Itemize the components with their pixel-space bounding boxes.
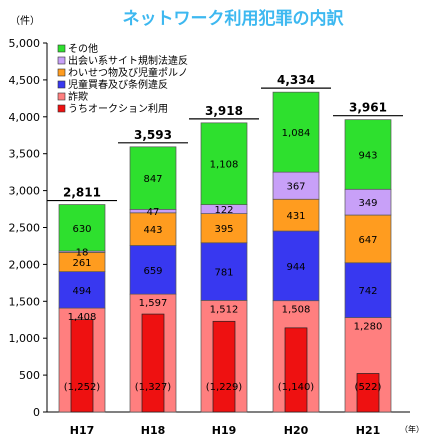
bar-segment (344, 214, 392, 264)
data-label: 1,280 (354, 322, 383, 333)
data-label: 1,084 (282, 128, 311, 139)
overlay-label: (1,327) (135, 382, 172, 393)
y-tick-label: 3,000 (9, 185, 41, 198)
data-label: 647 (358, 235, 377, 246)
legend-label: 児童買春及び条例違反 (68, 78, 168, 91)
data-label: 395 (214, 224, 233, 235)
y-tick-label: 4,500 (9, 74, 41, 87)
total-label: 3,961 (349, 101, 387, 115)
data-label: 944 (286, 262, 305, 273)
data-label: 367 (286, 182, 305, 193)
data-label: 1,597 (139, 298, 168, 309)
bar-segment (58, 271, 106, 309)
legend-label: 出会い系サイト規制法違反 (68, 54, 188, 67)
y-tick-label: 4,000 (9, 111, 41, 124)
x-tick-label: H17 (70, 424, 95, 437)
y-unit-label: （件） (10, 15, 40, 27)
y-tick-label: 0 (33, 406, 40, 419)
bar-segment (200, 213, 248, 244)
total-label: 3,593 (134, 128, 172, 142)
y-tick-label: 500 (19, 369, 40, 382)
total-label: 4,334 (277, 73, 315, 87)
y-tick-label: 1,500 (9, 295, 41, 308)
y-tick-label: 5,000 (9, 37, 41, 50)
data-label: 431 (286, 211, 305, 222)
overlay-label: (1,140) (278, 382, 315, 393)
legend-label: 詐欺 (68, 90, 88, 103)
legend-label: わいせつ物及び児童ポルノ (68, 66, 188, 79)
total-label: 3,918 (205, 104, 243, 118)
overlay-label: (522) (355, 382, 382, 393)
bar-segment (129, 146, 177, 210)
bar-segment (200, 122, 248, 205)
data-label: 1,108 (210, 160, 239, 171)
data-label: 18 (76, 248, 89, 259)
legend-swatch (57, 44, 66, 53)
data-label: 943 (358, 150, 377, 161)
y-tick-label: 3,500 (9, 148, 41, 161)
bar-segment (272, 171, 320, 200)
data-label: 1,508 (282, 305, 311, 316)
data-label: 1,512 (210, 304, 239, 315)
data-label: 443 (143, 225, 162, 236)
data-label: 630 (72, 224, 91, 235)
data-label: 781 (214, 268, 233, 279)
data-label: 261 (72, 258, 91, 269)
legend-swatch (57, 56, 66, 65)
overlay-bar (212, 320, 236, 413)
data-label: 742 (358, 286, 377, 297)
data-label: 122 (214, 205, 233, 216)
bar-segment (272, 230, 320, 302)
bar-segment (272, 91, 320, 173)
data-label: 47 (147, 207, 160, 218)
data-label: 659 (143, 266, 162, 277)
overlay-bar (141, 313, 165, 413)
x-tick-label: H20 (284, 424, 309, 437)
overlay-bar (356, 373, 380, 413)
legend-label: その他 (68, 42, 98, 55)
bar-segment (200, 242, 248, 301)
data-label: 494 (72, 286, 91, 297)
data-label: 847 (143, 174, 162, 185)
bars-group (58, 91, 392, 413)
bar-segment (58, 204, 106, 252)
bar-segment (344, 188, 392, 216)
y-tick-label: 2,000 (9, 258, 41, 271)
legend-swatch (57, 80, 66, 89)
data-label: 1,408 (68, 312, 97, 323)
bar-segment (344, 262, 392, 318)
legend-label: うちオークション利用 (68, 103, 168, 115)
legend-swatch (57, 104, 66, 113)
x-tick-label: H21 (356, 424, 381, 437)
axes: 0 500 1,000 1,500 2,000 2,500 3,000 3,500 4,000 4… (9, 37, 410, 419)
overlay-label: (1,252) (64, 382, 101, 393)
total-label: 2,811 (63, 186, 101, 200)
chart-title: ネットワーク利用犯罪の内訳 (123, 8, 345, 29)
overlay-label: (1,229) (206, 382, 243, 393)
y-tick-label: 2,500 (9, 222, 41, 235)
bar-segment (129, 245, 177, 295)
overlay-bar (70, 319, 94, 413)
legend-swatch (57, 68, 66, 77)
legend-swatch (57, 92, 66, 101)
x-tick-label: H18 (141, 424, 166, 437)
overlay-bar (284, 327, 308, 413)
x-tick-label: H19 (212, 424, 237, 437)
x-unit-label: （年） (400, 424, 423, 434)
y-tick-label: 1,000 (9, 332, 41, 345)
data-label: 349 (358, 198, 377, 209)
legend: その他出会い系サイト規制法違反わいせつ物及び児童ポルノ児童買春及び条例違反詐欺う… (57, 42, 188, 115)
bar-segment (344, 119, 392, 190)
